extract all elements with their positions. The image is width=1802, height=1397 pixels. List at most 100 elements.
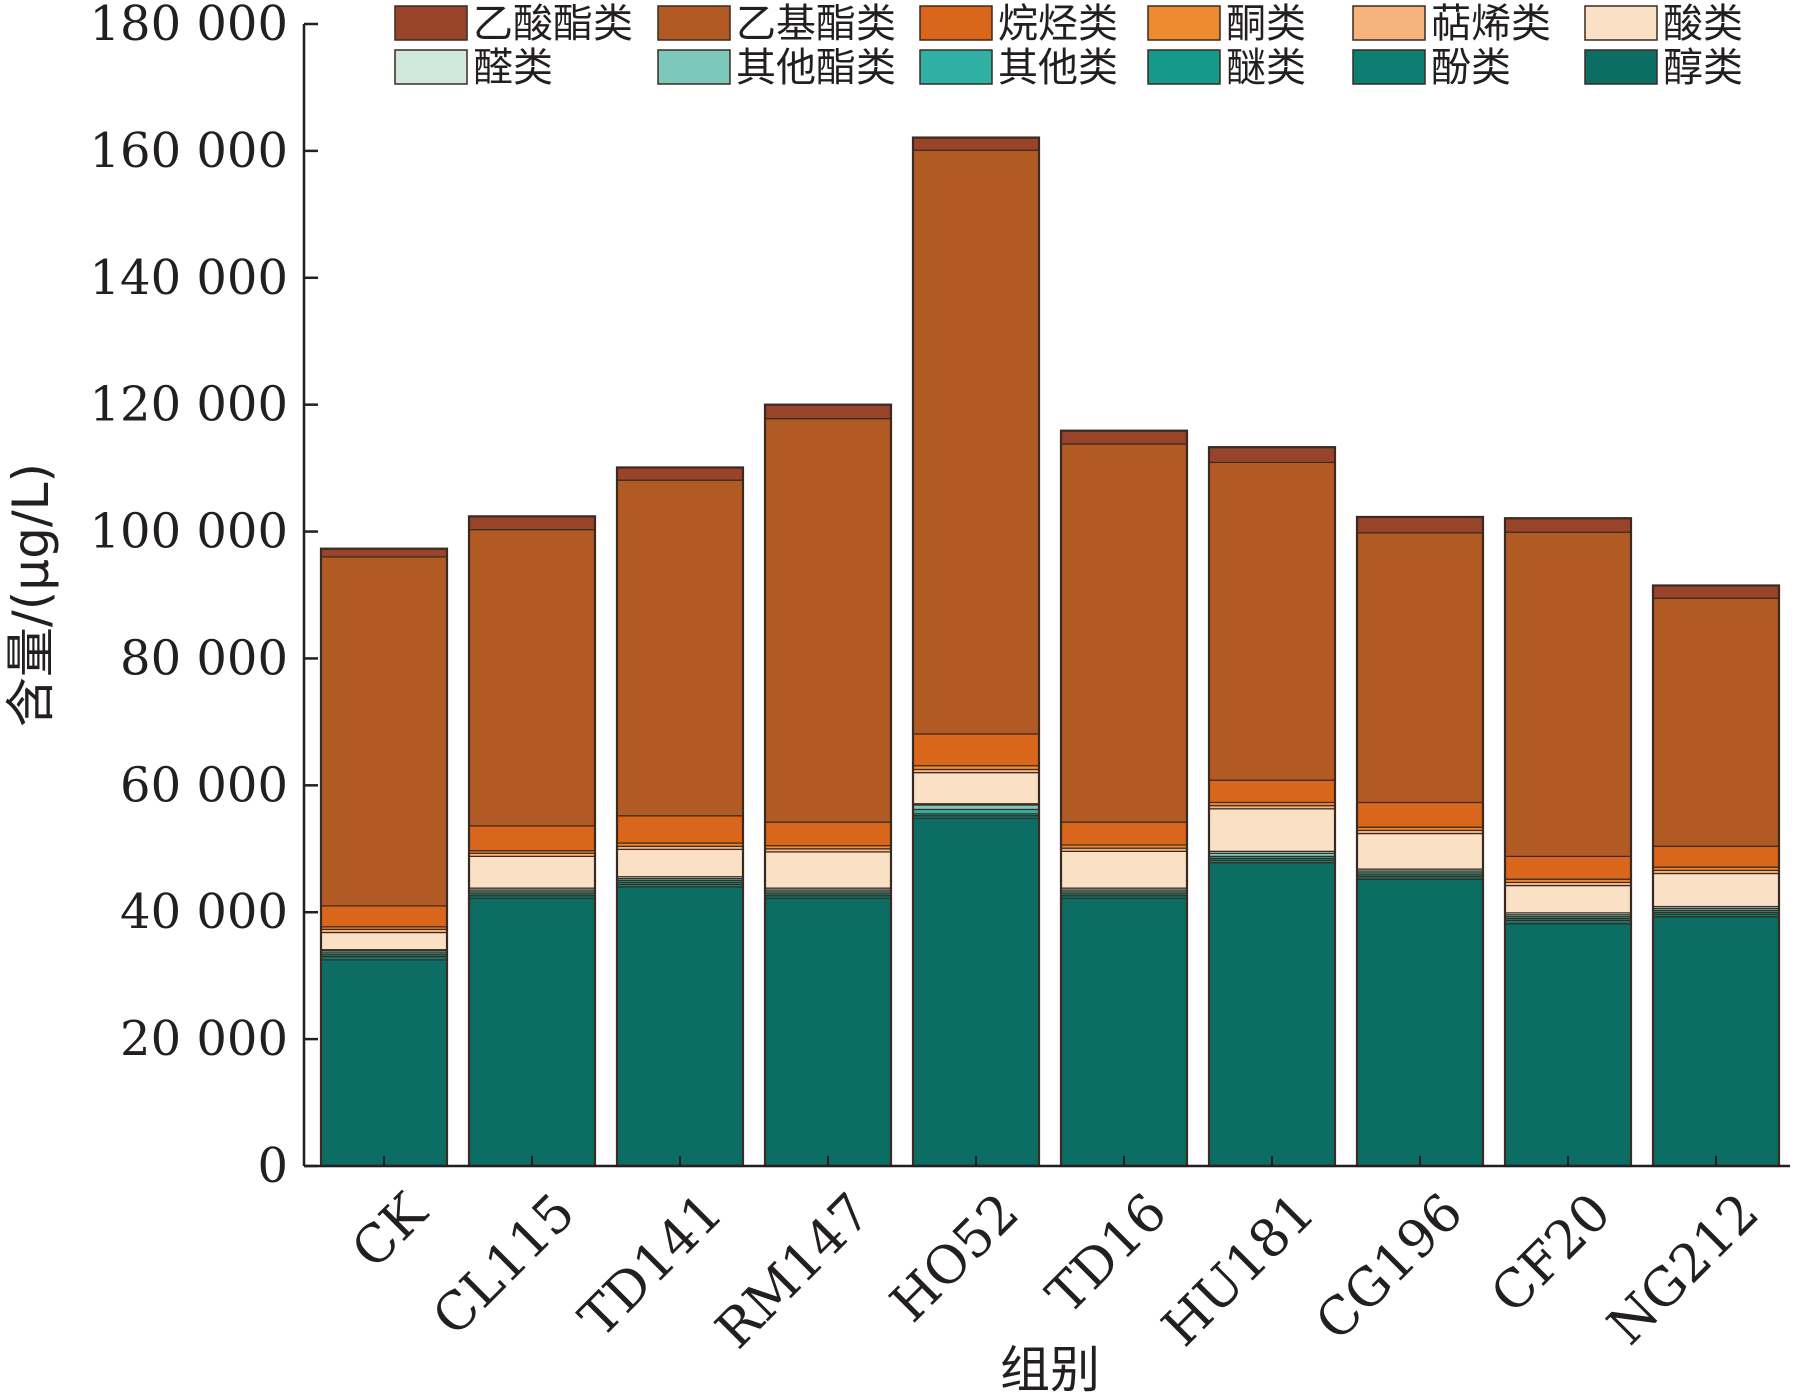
y-tick-label: 40 000 [120, 884, 288, 940]
bar-segment-ho52-11 [912, 136, 1040, 151]
bar-segment-cl115-10 [468, 529, 596, 827]
x-axis-title: 组别 [1000, 1341, 1100, 1397]
y-tick-label: 140 000 [90, 250, 289, 306]
bar-segment-cg196-6 [1356, 832, 1484, 870]
bar-stack-cl115 [467, 515, 597, 1168]
bar-segment-ng212-11 [1652, 584, 1780, 599]
bar-stack-cf20 [1503, 517, 1633, 1168]
x-tick-label: CF20 [1480, 1182, 1623, 1325]
bar-segment-cf20-0 [1504, 923, 1632, 1167]
y-tick-label: 100 000 [90, 504, 289, 560]
bar-segment-ck-9 [320, 905, 448, 928]
axes-layer [302, 24, 1790, 1168]
x-tick-label: CK [341, 1182, 440, 1281]
bar-segment-rm147-11 [764, 404, 892, 420]
legend-label: 酸类 [1663, 1, 1743, 47]
legend-swatch [919, 5, 993, 41]
bar-segment-cg196-11 [1356, 516, 1484, 534]
legend-item: 酮类 [1147, 1, 1306, 47]
legend-item: 醚类 [1147, 45, 1306, 91]
legend-item: 醛类 [394, 45, 553, 91]
legend-label: 其他酯类 [736, 45, 896, 91]
bar-segment-cf20-9 [1504, 855, 1632, 880]
bar-segment-cg196-9 [1356, 801, 1484, 828]
bar-segment-td16-11 [1060, 430, 1188, 445]
legend-item: 乙酸酯类 [394, 1, 633, 47]
legend-swatch [1147, 49, 1221, 85]
bar-segment-rm147-9 [764, 821, 892, 847]
bar-segment-cg196-10 [1356, 532, 1484, 804]
legend-label: 烷烃类 [998, 1, 1118, 47]
legend-swatch [1584, 5, 1658, 41]
legend-label: 醇类 [1663, 45, 1743, 91]
bar-segment-td141-9 [616, 815, 744, 844]
bar-segment-ho52-4 [912, 804, 1040, 811]
legend-item: 乙基酯类 [657, 1, 896, 47]
bar-segment-rm147-10 [764, 418, 892, 823]
bar-segment-cl115-9 [468, 825, 596, 852]
y-ticks: 0 20 000 40 000 60 000 80 000 100 000 120 000 1… [90, 0, 318, 1194]
bar-stack-cg196 [1355, 515, 1485, 1168]
legend-item: 萜烯类 [1352, 1, 1551, 47]
bar-segment-ho52-10 [912, 149, 1040, 735]
bar-stack-td141 [615, 466, 745, 1168]
bar-segment-ho52-9 [912, 733, 1040, 767]
legend-item: 其他酯类 [657, 45, 896, 91]
legend-label: 酚类 [1431, 45, 1511, 91]
bar-segment-hu181-11 [1208, 446, 1336, 464]
bar-segment-ng212-6 [1652, 872, 1780, 908]
legend-swatch [1147, 5, 1221, 41]
bar-segment-td16-9 [1060, 821, 1188, 846]
bar-segment-ho52-3 [912, 808, 1040, 815]
x-tick-label: HO52 [879, 1182, 1030, 1333]
y-tick-label: 20 000 [120, 1011, 288, 1067]
legend-item: 烷烃类 [919, 1, 1118, 47]
legend-swatch [657, 5, 731, 41]
legend-item: 其他类 [919, 45, 1118, 91]
legend-swatch [394, 49, 468, 85]
x-tick-label: CL115 [422, 1182, 587, 1347]
y-tick-label: 60 000 [120, 757, 288, 813]
bar-segment-td141-10 [616, 479, 744, 817]
bar-segment-hu181-10 [1208, 461, 1336, 781]
bar-segment-cl115-6 [468, 855, 596, 889]
x-tick-label: TD16 [1036, 1182, 1179, 1325]
bar-segment-td141-6 [616, 848, 744, 878]
legend-label: 醛类 [473, 45, 553, 91]
bar-segment-ho52-0 [912, 817, 1040, 1167]
bars-layer [319, 136, 1781, 1168]
bar-stack-hu181 [1207, 446, 1337, 1168]
bar-segment-hu181-0 [1208, 862, 1336, 1167]
bar-segment-ck-11 [320, 548, 448, 558]
y-tick-label: 160 000 [90, 123, 289, 179]
bar-stack-ng212 [1651, 584, 1781, 1168]
bar-segment-ck-6 [320, 931, 448, 951]
y-tick-label: 120 000 [90, 377, 289, 433]
bar-stack-td16 [1059, 429, 1189, 1168]
bar-segment-cl115-0 [468, 897, 596, 1167]
legend-swatch [919, 49, 993, 85]
bar-stack-rm147 [763, 403, 893, 1168]
legend-swatch [394, 5, 468, 41]
y-axis-title: 含量/(μg/L) [2, 463, 60, 727]
bar-segment-hu181-6 [1208, 808, 1336, 852]
legend-label: 萜烯类 [1431, 1, 1551, 47]
bar-segment-td16-6 [1060, 850, 1188, 889]
legend-swatch [1352, 5, 1426, 41]
y-tick-label: 80 000 [120, 630, 288, 686]
legend-swatch [1352, 49, 1426, 85]
legend-item: 酸类 [1584, 1, 1743, 47]
legend-swatch [1584, 49, 1658, 85]
legend-item: 酚类 [1352, 45, 1511, 91]
bar-segment-ng212-0 [1652, 916, 1780, 1167]
legend-label: 其他类 [998, 45, 1118, 91]
x-tick-label: HU181 [1151, 1182, 1327, 1358]
bar-segment-rm147-6 [764, 851, 892, 889]
bar-segment-ck-0 [320, 959, 448, 1167]
bar-segment-ng212-9 [1652, 845, 1780, 868]
y-tick-label: 0 [257, 1138, 288, 1194]
y-tick-label: 180 000 [90, 0, 289, 52]
